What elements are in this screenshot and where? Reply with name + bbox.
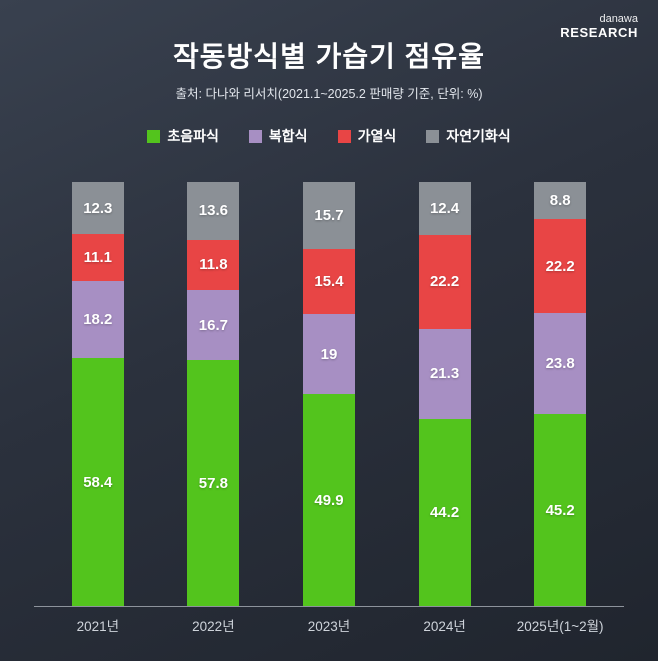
bar-value-label: 8.8	[549, 192, 571, 210]
bar-value-label: 11.8	[199, 256, 228, 274]
chart-source-subtitle: 출처: 다나와 리서치(2021.1~2025.2 판매량 기준, 단위: %)	[175, 87, 483, 101]
legend-item-0: 초음파식	[147, 128, 219, 144]
stacked-bar-3: 12.4 22.2 21.3 44.2	[418, 182, 471, 606]
bar-value-label: 45.2	[545, 501, 575, 519]
stacked-bar-4: 8.8 22.2 23.8 45.2	[534, 182, 587, 606]
bar-segment: 22.2	[534, 219, 587, 314]
bar-column-0: 12.3 11.1 18.2 58.4	[40, 182, 156, 606]
bar-value-label: 44.2	[429, 503, 460, 521]
bar-segment: 15.7	[302, 182, 355, 249]
bar-segment: 57.8	[187, 360, 240, 606]
danawa-research-logo: danawa RESEARCH	[560, 13, 638, 41]
bar-value-label: 12.3	[83, 199, 113, 217]
bar-column-3: 12.4 22.2 21.3 44.2	[387, 182, 503, 606]
legend-label: 자연기화식	[446, 128, 511, 144]
bar-segment: 16.7	[187, 289, 240, 361]
bar-value-label: 13.6	[198, 202, 228, 220]
x-axis-line	[34, 606, 624, 607]
logo-research-text: RESEARCH	[560, 24, 638, 40]
x-axis-label-3: 2024년	[423, 619, 466, 634]
bar-value-label: 18.2	[83, 311, 113, 329]
stacked-bar-2: 15.7 15.4 19 49.9	[302, 182, 355, 606]
bar-segment: 44.2	[418, 418, 471, 606]
x-axis-label-2: 2023년	[307, 619, 351, 634]
x-axis-label-1: 2022년	[192, 619, 235, 634]
bar-segment: 8.8	[534, 182, 587, 220]
bar-segment: 22.2	[418, 234, 471, 329]
bar-segment: 21.3	[418, 328, 471, 419]
bar-column-2: 15.7 15.4 19 49.9	[271, 182, 387, 606]
stacked-bar-0: 12.3 11.1 18.2 58.4	[71, 182, 124, 606]
bar-value-label: 12.4	[429, 199, 460, 217]
bar-segment: 18.2	[71, 281, 124, 359]
bar-column-4: 8.8 22.2 23.8 45.2	[502, 182, 618, 606]
legend-swatch	[337, 129, 351, 143]
bar-value-label: 22.2	[429, 273, 460, 291]
chart-legend: 초음파식 복합식 가열식 자연기화식	[0, 128, 658, 144]
bar-column-1: 13.6 11.8 16.7 57.8	[156, 182, 272, 606]
bar-segment: 45.2	[534, 414, 587, 606]
legend-label: 초음파식	[167, 128, 219, 144]
legend-swatch	[147, 129, 161, 143]
legend-swatch	[426, 129, 440, 143]
bar-segment: 58.4	[71, 358, 124, 606]
bar-value-label: 57.8	[198, 474, 228, 492]
bar-value-label: 15.4	[314, 272, 344, 290]
bar-segment: 19	[302, 313, 355, 395]
stacked-bar-1: 13.6 11.8 16.7 57.8	[187, 182, 240, 606]
page-title: 작동방식별 가습기 점유율	[173, 41, 485, 72]
legend-swatch	[248, 129, 262, 143]
legend-label: 복합식	[268, 128, 308, 144]
bar-segment: 15.4	[302, 248, 355, 314]
bar-segment: 13.6	[187, 182, 240, 240]
bar-value-label: 19	[320, 345, 338, 363]
bar-value-label: 23.8	[545, 355, 575, 373]
legend-label: 가열식	[357, 128, 397, 144]
bar-segment: 49.9	[302, 394, 355, 606]
x-axis-label-4: 2025년(1~2월)	[516, 619, 604, 634]
bar-value-label: 16.7	[198, 316, 228, 334]
bar-value-label: 21.3	[429, 365, 460, 383]
bar-segment: 11.1	[71, 234, 124, 282]
bar-value-label: 22.2	[545, 257, 575, 275]
bar-segment: 11.8	[187, 239, 240, 290]
legend-item-2: 가열식	[337, 128, 397, 144]
bar-value-label: 58.4	[83, 473, 113, 491]
logo-danawa-text: danawa	[599, 13, 638, 25]
bar-value-label: 11.1	[83, 249, 112, 267]
bar-value-label: 49.9	[314, 491, 344, 509]
bar-value-label: 15.7	[314, 206, 344, 224]
bar-segment: 12.3	[71, 182, 124, 235]
stacked-bar-chart: 12.3 11.1 18.2 58.4 13.6 11.8 16.7 57.8 15.7 15.4…	[0, 182, 658, 606]
x-axis-labels: 2021년 2022년 2023년 2024년 2025년(1~2월)	[0, 615, 658, 635]
bar-segment: 12.4	[418, 182, 471, 235]
bar-segment: 23.8	[534, 313, 587, 415]
x-axis-label-0: 2021년	[76, 619, 120, 634]
legend-item-1: 복합식	[248, 128, 308, 144]
legend-item-3: 자연기화식	[426, 128, 511, 144]
